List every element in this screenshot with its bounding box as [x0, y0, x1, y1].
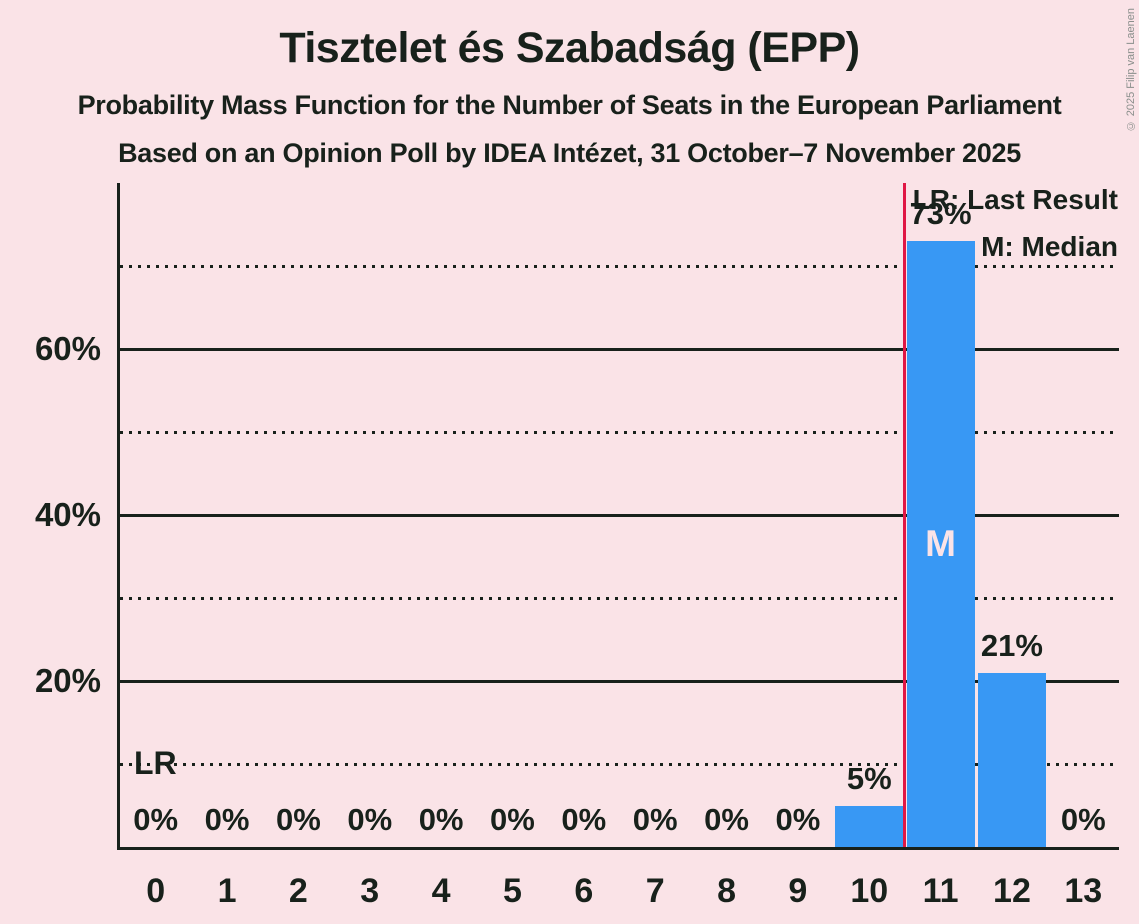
y-tick-label-20: 20%: [34, 662, 101, 699]
bar-value-label-3: 0%: [347, 802, 393, 837]
chart-title: Tisztelet és Szabadság (EPP): [279, 24, 860, 72]
x-tick-label-3: 3: [360, 872, 380, 910]
x-tick-label-0: 0: [146, 872, 166, 910]
bar-value-label-0: 0%: [133, 802, 179, 837]
chart-subtitle: Probability Mass Function for the Number…: [77, 90, 1062, 120]
y-tick-label-60: 60%: [34, 330, 101, 367]
bar-value-label-5: 0%: [490, 802, 535, 837]
bar-value-label-2: 0%: [275, 802, 321, 837]
y-axis-line: [117, 183, 120, 850]
bar-value-label-9: 0%: [775, 802, 821, 837]
x-tick-label-9: 9: [788, 872, 808, 910]
bar-value-label-4: 0%: [418, 802, 464, 837]
x-tick-label-7: 7: [645, 872, 665, 910]
x-tick-label-6: 6: [574, 872, 594, 910]
copyright-notice: © 2025 Filip van Laenen: [1125, 8, 1137, 132]
x-tick-label-2: 2: [288, 872, 308, 910]
x-tick-label-10: 10: [850, 872, 889, 910]
legend-median: M: Median: [981, 231, 1118, 262]
legend-last-result: LR: Last Result: [912, 184, 1118, 215]
plot-area: LR 0% 0% 0% 0% 0% 0% 0% 0% 0% 0% 5% 73% M 21% 0%: [120, 183, 1119, 847]
x-tick-label-11: 11: [922, 872, 959, 910]
x-tick-label-4: 4: [431, 872, 451, 910]
gridline-dotted-10: [120, 762, 1119, 766]
gridline-solid-20: [120, 679, 1119, 683]
last-result-line: [903, 183, 907, 847]
bar-value-label-10: 5%: [846, 760, 892, 796]
bar-value-label-6: 0%: [561, 802, 607, 837]
gridline-dotted-70: [120, 264, 1119, 268]
bar-value-label-1: 0%: [204, 802, 250, 837]
y-tick-label-40: 40%: [34, 496, 101, 533]
bar-seat-10: [835, 805, 904, 847]
gridline-dotted-50: [120, 430, 1119, 434]
x-tick-label-13: 13: [1064, 872, 1103, 910]
median-label: M: [925, 523, 956, 565]
gridline-solid-60: [120, 347, 1119, 351]
x-tick-label-5: 5: [502, 872, 522, 910]
bar-value-label-12: 21%: [980, 627, 1043, 663]
x-tick-label-8: 8: [717, 872, 736, 910]
x-tick-label-1: 1: [217, 872, 237, 910]
last-result-label: LR: [134, 745, 177, 781]
bar-value-label-11: 73%: [909, 196, 972, 232]
x-axis-line: [117, 847, 1119, 850]
chart-source-line: Based on an Opinion Poll by IDEA Intézet…: [118, 138, 1021, 168]
gridline-dotted-30: [120, 596, 1119, 600]
chart-legend: LR: Last Result M: Median: [913, 186, 1118, 280]
bar-value-label-8: 0%: [704, 802, 749, 837]
bar-value-label-7: 0%: [632, 802, 678, 837]
gridline-solid-40: [120, 513, 1119, 517]
bar-value-label-13: 0%: [1060, 802, 1106, 837]
bar-seat-11: [906, 241, 975, 847]
bar-seat-12: [977, 672, 1046, 847]
x-tick-label-12: 12: [993, 872, 1031, 910]
